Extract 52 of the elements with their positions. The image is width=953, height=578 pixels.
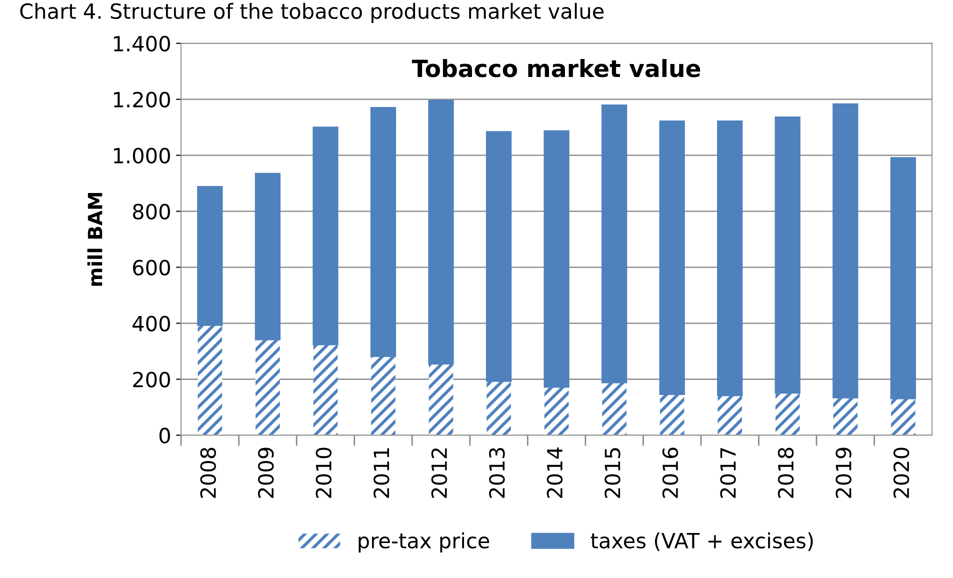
bar [891,398,916,436]
bar [774,116,800,394]
y-tick-label: 1.200 [114,92,170,108]
x-tick-label: 2009 [258,448,274,498]
x-tick-label: 2012 [431,448,448,498]
x-tick-label: 2014 [546,448,563,498]
x-tick-label: 2013 [489,448,505,498]
bar [890,157,916,400]
bar [717,120,743,396]
y-tick-label: 200 [133,372,170,388]
x-tick-label: 2011 [374,448,390,498]
y-tick-label: 1.400 [114,36,170,52]
y-tick-label: 1.000 [114,148,170,164]
bar [718,395,742,436]
bar [312,126,338,346]
bar [254,172,281,340]
chart-title: Chart 4. Structure of the tobacco products market value [20,2,604,24]
bar [197,186,223,326]
text: Tobacco market value [412,59,700,78]
x-tick-label: 2015 [604,448,620,498]
bar [832,103,858,398]
x-tick-label: 2016 [662,448,678,498]
legend-label: taxes (VAT + excises) [590,532,813,551]
legend-label: pre-tax price [358,532,490,553]
bar [544,130,570,388]
y-tick-label: 600 [133,260,170,276]
y-tick-label: 0 [159,428,170,444]
x-tick-label: 2019 [836,448,852,498]
x-tick-label: 2010 [316,448,332,498]
bar [486,131,512,382]
x-tick-label: 2017 [720,448,736,498]
y-tick-label: 400 [132,316,170,332]
bar [775,392,800,436]
bar [370,107,396,357]
bar [602,382,626,436]
bar [601,104,628,384]
bar [371,356,396,436]
bar [659,120,685,396]
x-tick-label: 2018 [778,448,794,498]
y-tick-label: 800 [132,204,170,220]
bar [486,381,511,436]
y-axis-title: mill BAM [87,192,102,286]
x-tick-label: 2020 [893,448,910,498]
bar [428,364,454,436]
bar [256,340,280,436]
bar [544,387,569,436]
bar [833,398,858,436]
bar [198,325,222,436]
bar [660,394,684,436]
bar [428,100,454,365]
x-tick-label: 2008 [200,448,216,498]
bar [313,344,338,436]
